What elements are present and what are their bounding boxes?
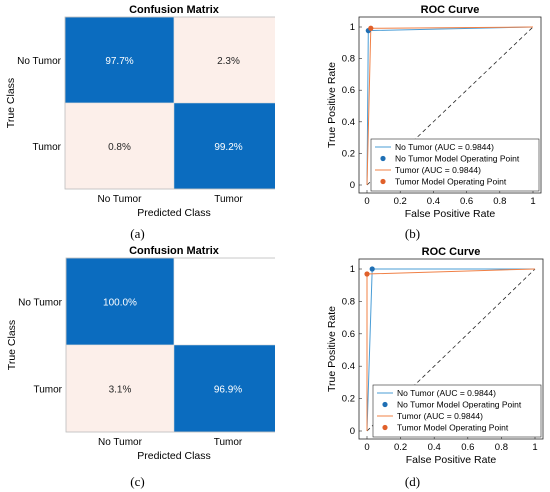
cell-value-label: 99.2%: [214, 142, 242, 153]
legend-swatch-dot: [380, 155, 386, 162]
roc-curve-b: ROC Curve 0 0.2 0.4 0.6 0.8 1 0 0.2 0.4 0.6 0.8 1 Fal…: [326, 4, 542, 220]
x-tick-label: Tumor: [214, 437, 243, 448]
confusion-matrix-a: Confusion Matrix 97.7% 2.3% 0.8% 99.2% No Tum…: [5, 4, 275, 219]
chart-title: Confusion Matrix: [129, 246, 220, 257]
legend-box: [372, 384, 542, 438]
y-tick-label: 0.6: [342, 329, 355, 340]
legend-swatch-dot: [382, 401, 388, 408]
y-tick-label: No Tumor: [17, 56, 62, 67]
roc-curve-d: ROC Curve 0 0.2 0.4 0.6 0.8 1 0 0.2 0.4 0.6 0.8 1 Fal…: [326, 246, 544, 466]
y-tick-label: 0.8: [342, 296, 355, 307]
legend-label: Tumor (AUC = 0.9844): [397, 411, 483, 421]
caption-c: (c): [130, 474, 145, 489]
legend-label: No Tumor Model Operating Point: [397, 400, 522, 410]
x-tick-label: 0.8: [493, 196, 506, 207]
cell-value-label: 0.8%: [108, 142, 131, 153]
legend-label: Tumor Model Operating Point: [395, 177, 507, 187]
x-axis-label: False Positive Rate: [405, 208, 496, 220]
legend-swatch-dot: [382, 424, 388, 431]
legend-label: Tumor (AUC = 0.9844): [395, 165, 481, 175]
x-tick-label: Tumor: [214, 194, 243, 205]
y-tick-label: 0.4: [342, 117, 355, 128]
caption-d: (d): [404, 474, 421, 489]
cell-value-label: 100.0%: [103, 298, 137, 309]
cell-value-label: 3.1%: [109, 385, 132, 396]
cell-value-label: 2.3%: [217, 56, 240, 67]
y-axis-label: True Positive Rate: [326, 62, 338, 148]
y-axis-label: True Class: [6, 320, 18, 370]
legend-swatch-dot: [380, 178, 386, 185]
x-axis-label: False Positive Rate: [406, 454, 497, 466]
chart-title: ROC Curve: [421, 4, 480, 16]
panel-d: ROC Curve 0 0.2 0.4 0.6 0.8 1 0 0.2 0.4 0.6 0.8 1 Fal…: [275, 246, 550, 492]
matrix-cell: [173, 102, 275, 190]
x-axis-label: Predicted Class: [137, 207, 211, 219]
x-axis-label: Predicted Class: [137, 450, 211, 462]
legend-label: No Tumor Model Operating Point: [395, 154, 520, 164]
matrix-cell: [65, 344, 175, 433]
matrix-cell: [65, 257, 175, 346]
matrix-border: [65, 257, 275, 433]
y-tick-label: No Tumor: [18, 298, 63, 309]
x-tick-label: 1: [532, 442, 537, 453]
panel-c: Confusion Matrix 100.0% 3.1% 96.9% No Tumor T…: [0, 246, 275, 492]
legend-label: Tumor Model Operating Point: [397, 423, 509, 433]
y-axis-label: True Class: [5, 78, 17, 128]
caption-a: (a): [130, 226, 145, 241]
y-tick-label: 0.6: [342, 85, 355, 96]
y-tick-label: 0.2: [342, 148, 355, 159]
legend-label: No Tumor (AUC = 0.9844): [397, 388, 496, 398]
matrix-cell: [173, 257, 275, 346]
x-tick-label: 0.2: [394, 196, 407, 207]
y-tick-label: 0.2: [342, 394, 355, 405]
caption-b: (b): [404, 226, 421, 241]
matrix-cell: [173, 16, 275, 104]
y-tick-label: 1: [350, 22, 355, 33]
operating-point-1: [368, 25, 374, 31]
y-tick-label: Tumor: [32, 142, 61, 153]
y-axis-label: True Positive Rate: [326, 306, 338, 392]
x-tick-label: 0.2: [394, 442, 407, 453]
matrix-cell: [173, 344, 275, 433]
x-tick-label: 0.4: [428, 442, 441, 453]
operating-point-1: [364, 271, 370, 277]
legend-label: No Tumor (AUC = 0.9844): [395, 142, 494, 152]
x-tick-label: 0.8: [495, 442, 508, 453]
x-tick-label: No Tumor: [98, 194, 143, 205]
panel-b: ROC Curve 0 0.2 0.4 0.6 0.8 1 0 0.2 0.4 0.6 0.8 1 Fal…: [275, 0, 550, 246]
cell-value-label: 97.7%: [105, 56, 133, 67]
y-tick-label: 0: [350, 426, 355, 437]
operating-point-0: [369, 266, 375, 272]
x-tick-label: 0.6: [461, 442, 474, 453]
matrix-border: [64, 16, 275, 190]
x-tick-label: 0: [364, 442, 369, 453]
x-tick-label: No Tumor: [98, 437, 143, 448]
y-tick-label: 1: [350, 264, 355, 275]
matrix-cell: [64, 16, 175, 104]
x-tick-label: 0.4: [427, 196, 440, 207]
y-tick-label: 0.8: [342, 54, 355, 65]
y-tick-label: 0: [350, 180, 355, 191]
x-tick-label: 0.6: [460, 196, 473, 207]
y-tick-label: Tumor: [33, 385, 62, 396]
chart-title: ROC Curve: [422, 246, 481, 258]
y-tick-label: 0.4: [342, 361, 355, 372]
panel-a: Confusion Matrix 97.7% 2.3% 0.8% 99.2% No Tum…: [0, 0, 275, 246]
cell-value-label: 96.9%: [214, 385, 242, 396]
x-tick-label: 1: [530, 196, 535, 207]
legend-box: [370, 138, 540, 192]
chart-title: Confusion Matrix: [129, 4, 220, 16]
x-tick-label: 0: [364, 196, 369, 207]
